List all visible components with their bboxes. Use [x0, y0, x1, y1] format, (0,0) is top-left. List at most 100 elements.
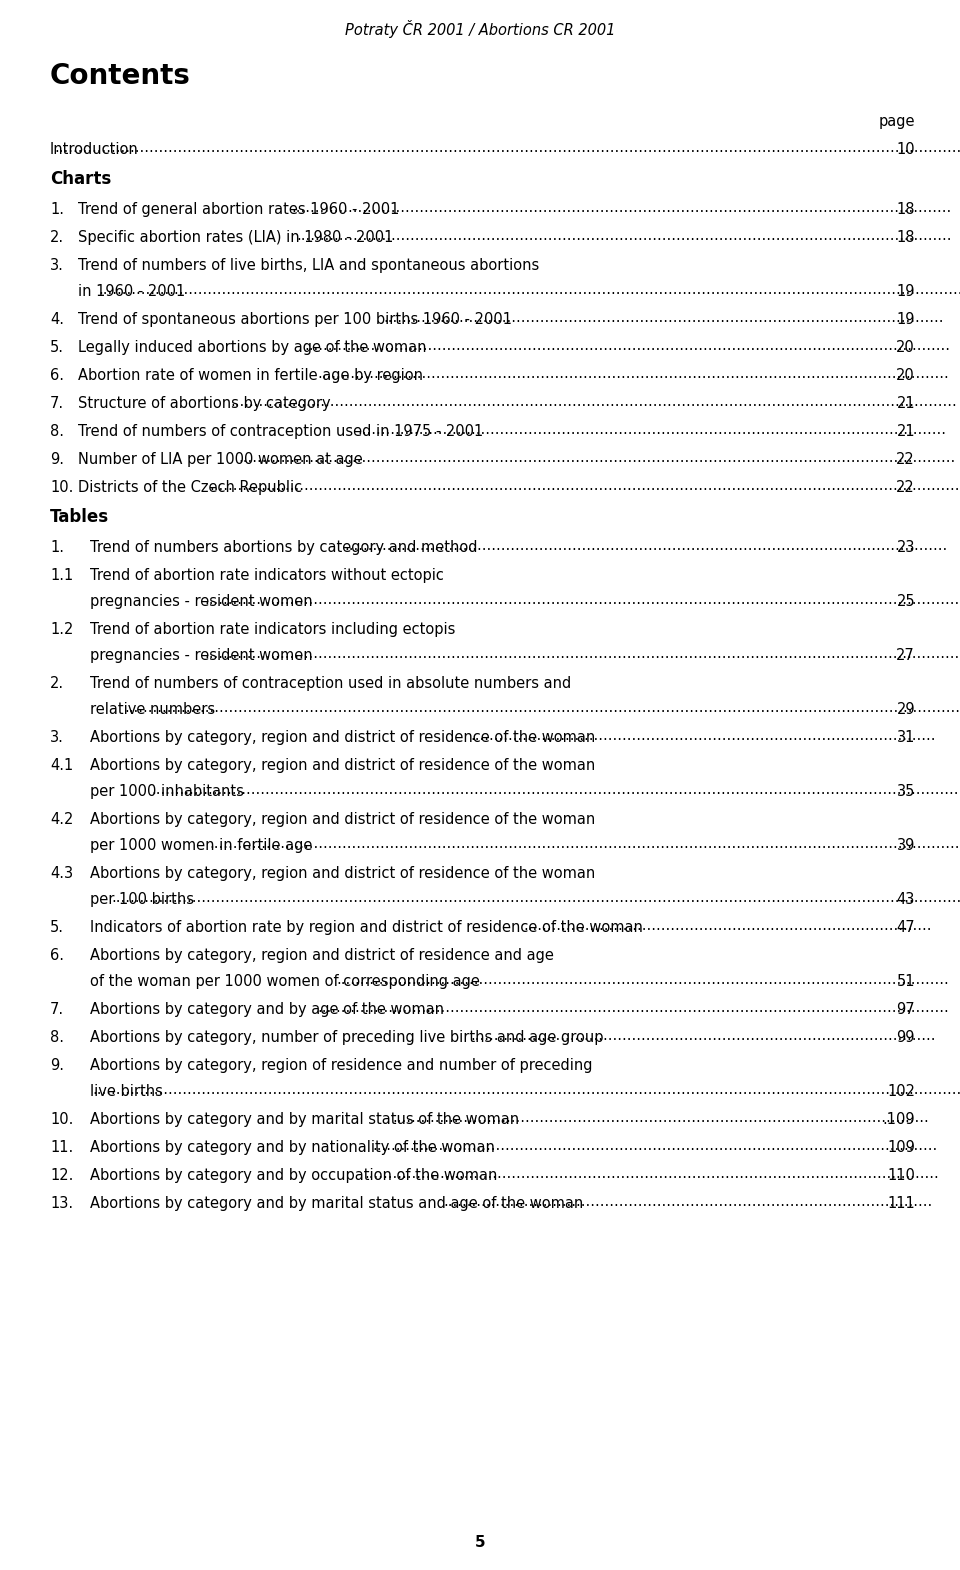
Text: 1.2: 1.2: [50, 622, 73, 637]
Text: 6.: 6.: [50, 948, 64, 962]
Text: Tables: Tables: [50, 509, 109, 526]
Text: 3.: 3.: [50, 730, 64, 746]
Text: 19: 19: [897, 284, 915, 298]
Text: Number of LIA per 1000 women at age: Number of LIA per 1000 women at age: [78, 452, 363, 466]
Text: Abortions by category and by age of the woman: Abortions by category and by age of the …: [90, 1002, 444, 1017]
Text: 4.1: 4.1: [50, 758, 73, 772]
Text: 22: 22: [897, 480, 915, 495]
Text: Abortions by category and by marital status of the woman: Abortions by category and by marital sta…: [90, 1112, 519, 1127]
Text: Trend of abortion rate indicators including ectopis: Trend of abortion rate indicators includ…: [90, 622, 455, 637]
Text: ................................................................................: ........................................…: [209, 477, 960, 493]
Text: ................................................................................: ........................................…: [92, 1082, 960, 1097]
Text: ................................................................................: ........................................…: [444, 1195, 933, 1209]
Text: Abortions by category, region and district of residence of the woman: Abortions by category, region and distri…: [90, 867, 595, 881]
Text: 51: 51: [897, 973, 915, 989]
Text: relative numbers: relative numbers: [90, 702, 215, 717]
Text: 102: 102: [887, 1083, 915, 1099]
Text: ................................................................................: ........................................…: [230, 394, 957, 410]
Text: Indicators of abortion rate by region and district of residence of the woman: Indicators of abortion rate by region an…: [90, 920, 643, 936]
Text: Abortion rate of women in fertile age by region: Abortion rate of women in fertile age by…: [78, 367, 423, 383]
Text: 7.: 7.: [50, 1002, 64, 1017]
Text: 8.: 8.: [50, 1030, 64, 1046]
Text: ................................................................................: ........................................…: [372, 1138, 937, 1152]
Text: 21: 21: [897, 424, 915, 440]
Text: per 1000 inhabitants: per 1000 inhabitants: [90, 783, 244, 799]
Text: Abortions by category, number of preceding live births and age group: Abortions by category, number of precedi…: [90, 1030, 604, 1046]
Text: 29: 29: [897, 702, 915, 717]
Text: ................................................................................: ........................................…: [523, 918, 932, 933]
Text: 20: 20: [897, 367, 915, 383]
Text: ................................................................................: ........................................…: [365, 1167, 939, 1181]
Text: Trend of general abortion rates 1960 - 2001: Trend of general abortion rates 1960 - 2…: [78, 203, 399, 217]
Text: ................................................................................: ........................................…: [55, 140, 960, 155]
Text: Abortions by category, region and district of residence of the woman: Abortions by category, region and distri…: [90, 730, 595, 746]
Text: 9.: 9.: [50, 1058, 64, 1072]
Text: 6.: 6.: [50, 367, 64, 383]
Text: 10: 10: [897, 141, 915, 157]
Text: 4.2: 4.2: [50, 812, 73, 827]
Text: ................................................................................: ........................................…: [344, 539, 948, 553]
Text: .109: .109: [882, 1112, 915, 1127]
Text: pregnancies - resident women: pregnancies - resident women: [90, 648, 313, 663]
Text: 35: 35: [897, 783, 915, 799]
Text: Structure of abortions by category: Structure of abortions by category: [78, 396, 330, 411]
Text: 39: 39: [897, 838, 915, 853]
Text: 2.: 2.: [50, 229, 64, 245]
Text: Abortions by category and by marital status and age of the woman: Abortions by category and by marital sta…: [90, 1196, 584, 1210]
Text: 8.: 8.: [50, 424, 64, 440]
Text: pregnancies - resident women: pregnancies - resident women: [90, 593, 313, 609]
Text: 2.: 2.: [50, 677, 64, 691]
Text: of the woman per 1000 women of corresponding age: of the woman per 1000 women of correspon…: [90, 973, 480, 989]
Text: ................................................................................: ........................................…: [470, 1028, 936, 1042]
Text: ................................................................................: ........................................…: [336, 972, 948, 988]
Text: Specific abortion rates (LIA) in 1980 - 2001: Specific abortion rates (LIA) in 1980 - …: [78, 229, 394, 245]
Text: Trend of numbers abortions by category and method: Trend of numbers abortions by category a…: [90, 540, 477, 556]
Text: 7.: 7.: [50, 396, 64, 411]
Text: 10.: 10.: [50, 1112, 73, 1127]
Text: in 1960 - 2001: in 1960 - 2001: [78, 284, 185, 298]
Text: 10.: 10.: [50, 480, 73, 495]
Text: 47: 47: [897, 920, 915, 936]
Text: 5: 5: [474, 1535, 486, 1550]
Text: 22: 22: [897, 452, 915, 466]
Text: 4.3: 4.3: [50, 867, 73, 881]
Text: 20: 20: [897, 341, 915, 355]
Text: ................................................................................: ........................................…: [204, 645, 959, 661]
Text: ................................................................................: ........................................…: [393, 1110, 929, 1126]
Text: Districts of the Czech Republic: Districts of the Czech Republic: [78, 480, 302, 495]
Text: 13.: 13.: [50, 1196, 73, 1210]
Text: 31: 31: [897, 730, 915, 746]
Text: ................................................................................: ........................................…: [151, 782, 960, 798]
Text: Abortions by category, region and district of residence of the woman: Abortions by category, region and distri…: [90, 758, 595, 772]
Text: Trend of numbers of contraception used in absolute numbers and: Trend of numbers of contraception used i…: [90, 677, 571, 691]
Text: Contents: Contents: [50, 61, 191, 89]
Text: Trend of spontaneous abortions per 100 births 1960 - 2001: Trend of spontaneous abortions per 100 b…: [78, 312, 512, 327]
Text: ................................................................................: ........................................…: [304, 338, 950, 353]
Text: Trend of numbers of contraception used in 1975 - 2001: Trend of numbers of contraception used i…: [78, 424, 483, 440]
Text: Trend of abortion rate indicators without ectopic: Trend of abortion rate indicators withou…: [90, 568, 444, 582]
Text: per 1000 women in fertile age: per 1000 women in fertile age: [90, 838, 312, 853]
Text: 111: 111: [887, 1196, 915, 1210]
Text: ................................................................................: ........................................…: [357, 422, 947, 436]
Text: page: page: [878, 115, 915, 129]
Text: 5.: 5.: [50, 920, 64, 936]
Text: ................................................................................: ........................................…: [125, 700, 960, 714]
Text: Abortions by category, region and district of residence and age: Abortions by category, region and distri…: [90, 948, 554, 962]
Text: Charts: Charts: [50, 170, 111, 188]
Text: Abortions by category and by nationality of the woman: Abortions by category and by nationality…: [90, 1140, 494, 1156]
Text: 18: 18: [897, 203, 915, 217]
Text: Abortions by category and by occupation of the woman: Abortions by category and by occupation …: [90, 1168, 497, 1184]
Text: 1.: 1.: [50, 540, 64, 556]
Text: 23: 23: [897, 540, 915, 556]
Text: 19: 19: [897, 312, 915, 327]
Text: 18: 18: [897, 229, 915, 245]
Text: ................................................................................: ........................................…: [318, 366, 949, 382]
Text: Abortions by category, region of residence and number of preceding: Abortions by category, region of residen…: [90, 1058, 592, 1072]
Text: 109: 109: [887, 1140, 915, 1156]
Text: Abortions by category, region and district of residence of the woman: Abortions by category, region and distri…: [90, 812, 595, 827]
Text: ................................................................................: ........................................…: [470, 728, 936, 743]
Text: 110: 110: [887, 1168, 915, 1184]
Text: ................................................................................: ........................................…: [297, 228, 952, 243]
Text: 97: 97: [897, 1002, 915, 1017]
Text: ................................................................................: ........................................…: [204, 592, 959, 608]
